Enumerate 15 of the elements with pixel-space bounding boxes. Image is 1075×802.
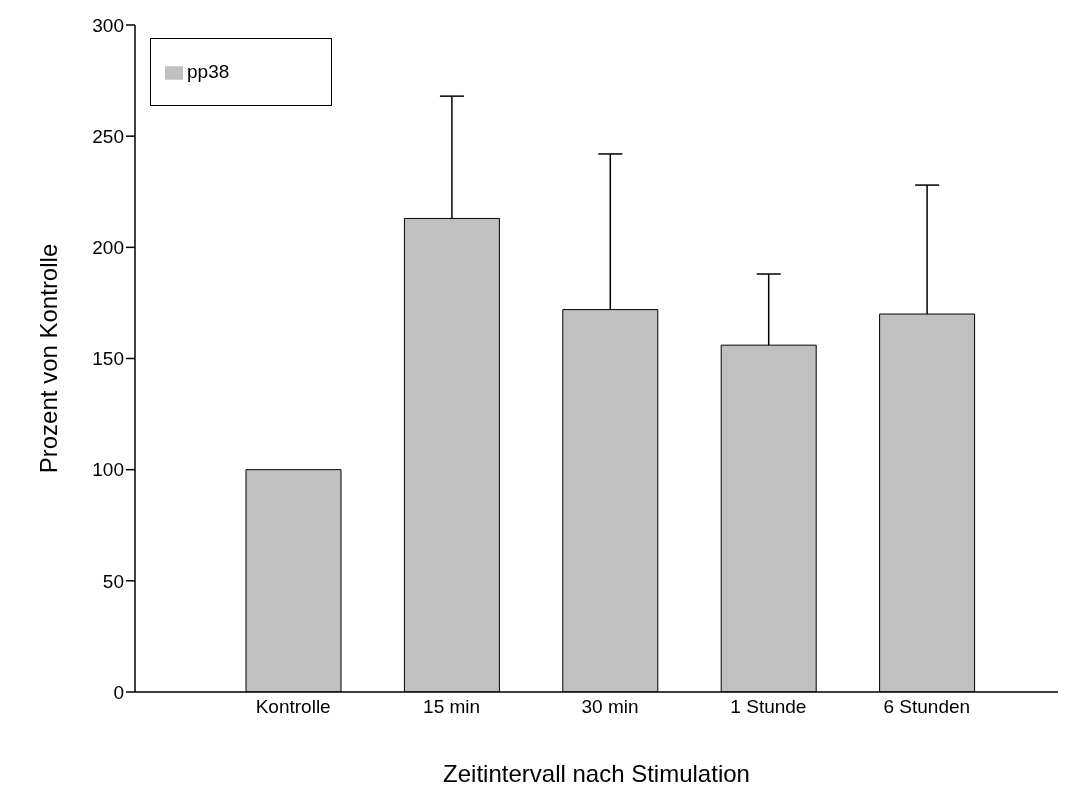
y-tick-label: 300 [92,14,124,36]
y-tick-label: 150 [92,348,124,370]
legend-label: pp38 [187,61,230,82]
x-tick-label: 15 min [423,696,481,718]
x-tick-label: 1 Stunde [730,696,807,718]
x-tick-label: Kontrolle [255,696,331,718]
y-tick-label: 250 [92,125,124,147]
y-tick-label: 200 [92,237,124,259]
y-axis-title: Prozent von Kontrolle [34,243,62,474]
x-axis-title: Zeitintervall nach Stimulation [443,760,750,787]
y-tick-label: 50 [102,570,124,592]
y-tick-label: 100 [92,459,124,481]
x-tick-label: 30 min [581,696,639,718]
y-tick-label: 0 [113,681,124,703]
x-tick-label: 6 Stunden [883,696,971,718]
